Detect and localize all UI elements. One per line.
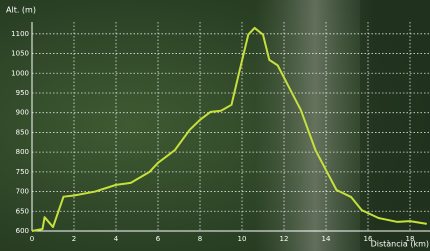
x-tick-label: 8 [198,235,202,243]
x-tick-label: 10 [238,235,247,243]
y-tick-label: 700 [16,188,29,196]
y-tick-label: 1050 [11,50,29,58]
x-tick-label: 14 [322,235,331,243]
y-tick-label: 650 [16,207,29,215]
y-tick-label: 950 [16,89,29,97]
x-tick-label: 4 [114,235,119,243]
x-tick-label: 12 [280,235,289,243]
chart: Alt. (m) Distància (km) 600 650 700 750 800 8… [0,0,430,251]
y-tick-label: 1100 [11,30,29,38]
x-tick-label: 6 [156,235,161,243]
y-tick-label: 800 [16,148,29,156]
x-tick-label: 0 [30,235,34,243]
x-axis-label: Distància (km) [371,240,429,249]
x-tick-label: 16 [364,235,373,243]
x-tick-label: 18 [406,235,415,243]
y-tick-label: 750 [16,168,29,176]
y-tick-label: 1000 [11,69,29,77]
y-tick-label: 850 [16,128,29,136]
y-tick-label: 900 [16,109,29,117]
background-patch [255,0,375,251]
y-axis-label: Alt. (m) [6,6,36,15]
x-tick-label: 2 [72,235,76,243]
y-tick-label: 600 [16,227,29,235]
